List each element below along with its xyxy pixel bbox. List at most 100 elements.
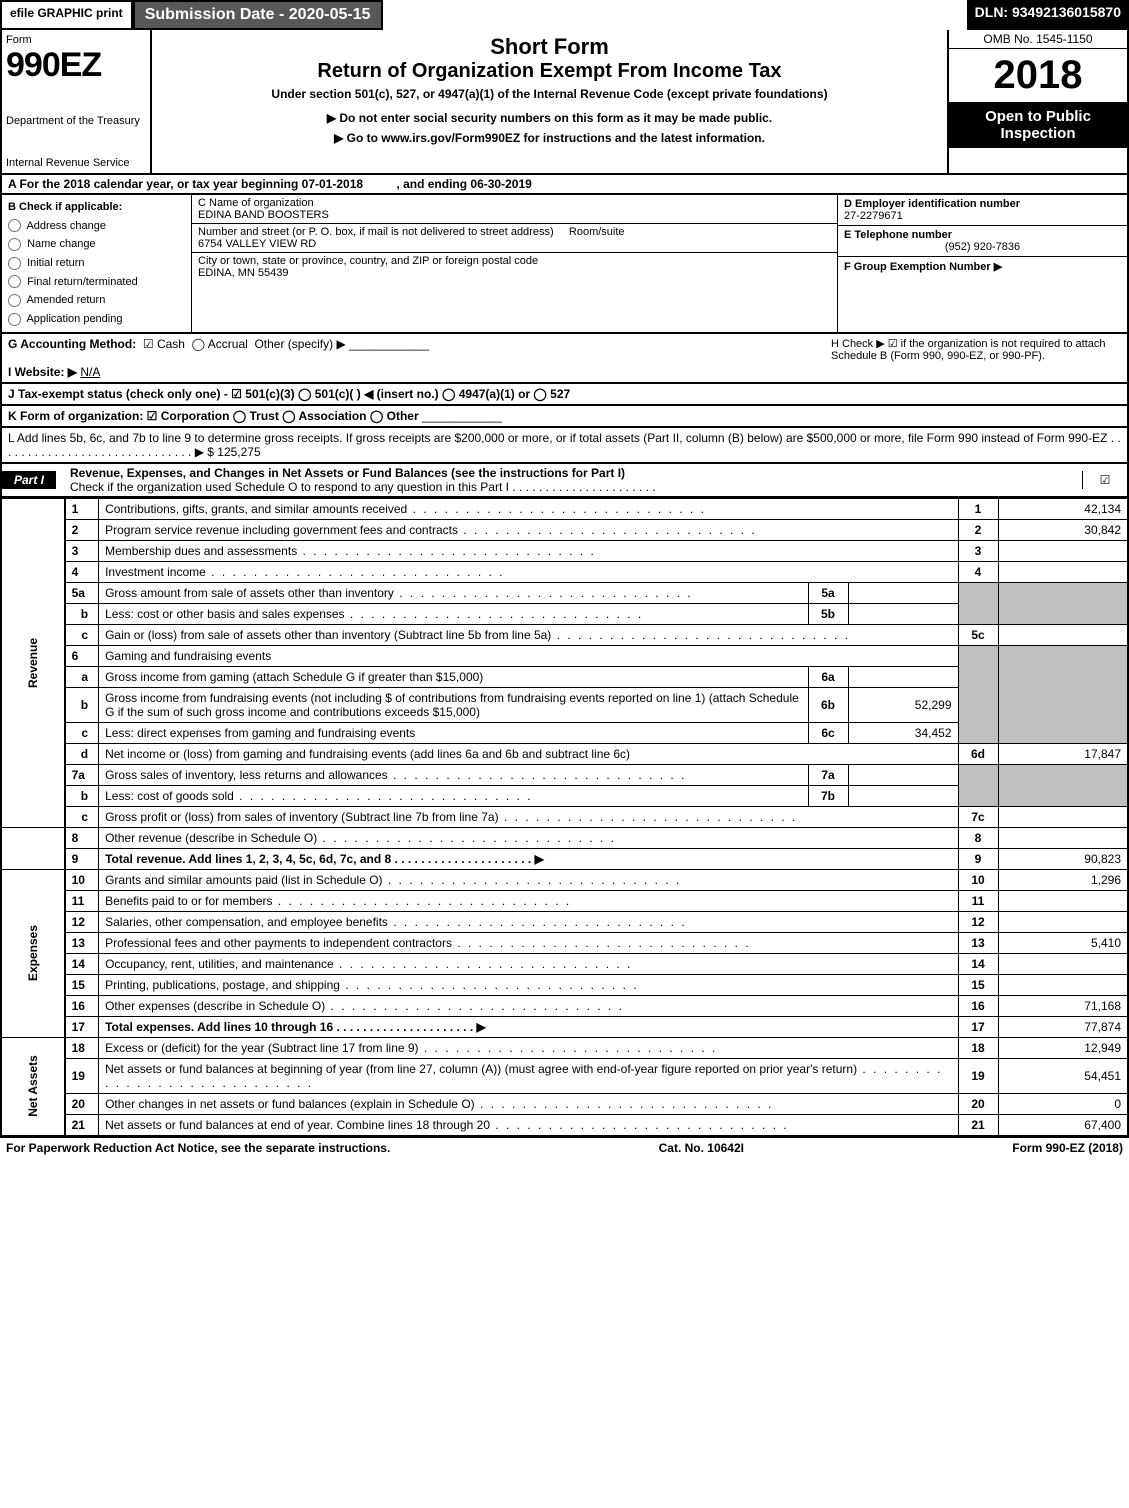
l5a-mbox: 5a [808, 582, 848, 603]
chk-amended[interactable]: Amended return [8, 291, 185, 310]
part-i-checkbox[interactable]: ☑ [1082, 471, 1127, 489]
part-i-label: Part I [2, 471, 56, 489]
e-phone-value: (952) 920-7836 [844, 241, 1121, 253]
line-18: Net Assets 18 Excess or (deficit) for th… [1, 1037, 1128, 1058]
chk-final-label: Final return/terminated [27, 276, 138, 288]
l20-desc: Other changes in net assets or fund bala… [105, 1097, 773, 1111]
i-website-value: N/A [80, 365, 100, 379]
chk-address[interactable]: Address change [8, 217, 185, 236]
chk-name[interactable]: Name change [8, 235, 185, 254]
l8-box: 8 [958, 827, 998, 848]
l18-val: 12,949 [998, 1037, 1128, 1058]
g-h-row: G Accounting Method: ☑ Cash ◯ Accrual Ot… [0, 334, 1129, 384]
l7b-desc: Less: cost of goods sold [105, 789, 532, 803]
l4-num: 4 [65, 561, 99, 582]
form-number: 990EZ [6, 46, 146, 85]
omb-number: OMB No. 1545-1150 [949, 30, 1127, 49]
chk-final[interactable]: Final return/terminated [8, 273, 185, 292]
line-13: 13 Professional fees and other payments … [1, 932, 1128, 953]
chk-pending[interactable]: Application pending [8, 310, 185, 329]
l6c-num: c [65, 722, 99, 743]
line-11: 11 Benefits paid to or for members 11 [1, 890, 1128, 911]
l5c-val [998, 624, 1128, 645]
footer-mid: Cat. No. 10642I [659, 1141, 744, 1155]
l5a-desc: Gross amount from sale of assets other t… [105, 586, 693, 600]
l9-box: 9 [958, 848, 998, 869]
l17-num: 17 [65, 1016, 99, 1037]
efile-label: efile GRAPHIC print [0, 0, 133, 30]
expenses-tab: Expenses [1, 869, 65, 1037]
footer-left: For Paperwork Reduction Act Notice, see … [6, 1141, 390, 1155]
period-end: , and ending 06-30-2019 [396, 177, 531, 191]
l17-box: 17 [958, 1016, 998, 1037]
l15-val [998, 974, 1128, 995]
l15-num: 15 [65, 974, 99, 995]
line-9: 9 Total revenue. Add lines 1, 2, 3, 4, 5… [1, 848, 1128, 869]
l2-box: 2 [958, 519, 998, 540]
chk-initial[interactable]: Initial return [8, 254, 185, 273]
l14-box: 14 [958, 953, 998, 974]
irs-link-note: ▶ Go to www.irs.gov/Form990EZ for instru… [156, 131, 943, 145]
l6-num: 6 [65, 645, 99, 666]
l10-desc: Grants and similar amounts paid (list in… [105, 873, 681, 887]
l5a-mval [848, 582, 958, 603]
l3-val [998, 540, 1128, 561]
l17-val: 77,874 [998, 1016, 1128, 1037]
l7b-mbox: 7b [808, 785, 848, 806]
l10-box: 10 [958, 869, 998, 890]
l7a-desc: Gross sales of inventory, less returns a… [105, 768, 686, 782]
l3-box: 3 [958, 540, 998, 561]
chk-name-label: Name change [27, 238, 96, 250]
l7c-num: c [65, 806, 99, 827]
l20-box: 20 [958, 1093, 998, 1114]
l5b-num: b [65, 603, 99, 624]
line-5a: 5a Gross amount from sale of assets othe… [1, 582, 1128, 603]
l7c-val [998, 806, 1128, 827]
l10-num: 10 [65, 869, 99, 890]
l16-desc: Other expenses (describe in Schedule O) [105, 999, 624, 1013]
l13-box: 13 [958, 932, 998, 953]
l12-box: 12 [958, 911, 998, 932]
l9-desc: Total revenue. Add lines 1, 2, 3, 4, 5c,… [99, 848, 958, 869]
l7a-mval [848, 764, 958, 785]
street-row: Number and street (or P. O. box, if mail… [192, 224, 837, 253]
l14-num: 14 [65, 953, 99, 974]
street-value: 6754 VALLEY VIEW RD [198, 238, 316, 250]
l5c-num: c [65, 624, 99, 645]
l14-val [998, 953, 1128, 974]
page-footer: For Paperwork Reduction Act Notice, see … [0, 1137, 1129, 1158]
l16-num: 16 [65, 995, 99, 1016]
l19-val: 54,451 [998, 1058, 1128, 1093]
l11-num: 11 [65, 890, 99, 911]
l1-box: 1 [958, 498, 998, 519]
line-16: 16 Other expenses (describe in Schedule … [1, 995, 1128, 1016]
line-6d: d Net income or (loss) from gaming and f… [1, 743, 1128, 764]
l6b-mval: 52,299 [848, 687, 958, 722]
right-column: D Employer identification number 27-2279… [837, 195, 1127, 332]
dln-number: DLN: 93492136015870 [967, 0, 1129, 30]
header-right: OMB No. 1545-1150 2018 Open to Public In… [947, 30, 1127, 173]
footer-right: Form 990-EZ (2018) [1012, 1141, 1123, 1155]
l21-desc: Net assets or fund balances at end of ye… [105, 1118, 789, 1132]
l20-val: 0 [998, 1093, 1128, 1114]
line-3: 3 Membership dues and assessments 3 [1, 540, 1128, 561]
c-name-value: EDINA BAND BOOSTERS [198, 209, 329, 221]
l7b-num: b [65, 785, 99, 806]
l16-val: 71,168 [998, 995, 1128, 1016]
line-7c: c Gross profit or (loss) from sales of i… [1, 806, 1128, 827]
l15-desc: Printing, publications, postage, and shi… [105, 978, 639, 992]
main-table: Revenue 1 Contributions, gifts, grants, … [0, 498, 1129, 1137]
g-label: G Accounting Method: [8, 337, 136, 351]
l7-shade-val [998, 764, 1128, 806]
g-accounting: G Accounting Method: ☑ Cash ◯ Accrual Ot… [8, 337, 429, 379]
l21-num: 21 [65, 1114, 99, 1136]
l1-desc: Contributions, gifts, grants, and simila… [105, 502, 706, 516]
l7a-mbox: 7a [808, 764, 848, 785]
d-ein-value: 27-2279671 [844, 210, 903, 222]
j-tax-exempt: J Tax-exempt status (check only one) - ☑… [0, 384, 1129, 406]
k-form-org: K Form of organization: ☑ Corporation ◯ … [0, 406, 1129, 428]
l7a-num: 7a [65, 764, 99, 785]
l6d-desc: Net income or (loss) from gaming and fun… [99, 743, 958, 764]
l7-shade [958, 764, 998, 806]
l13-val: 5,410 [998, 932, 1128, 953]
